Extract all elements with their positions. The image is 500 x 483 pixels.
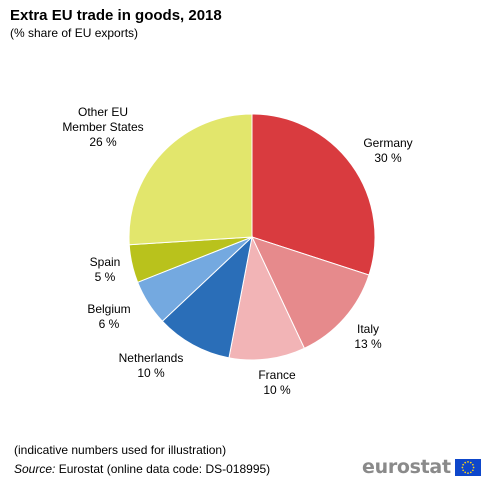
eu-flag-star-icon <box>466 460 469 463</box>
eu-flag-star-icon <box>464 471 466 473</box>
slice-value-label: 5 % <box>95 270 116 284</box>
slice-label-germany: Germany 30 % <box>363 136 412 165</box>
eu-flag-star-icon <box>471 463 474 466</box>
slice-name-label: Other EU <box>78 105 128 119</box>
pie-slice-germany <box>251 113 376 276</box>
slice-value-label: 13 % <box>354 337 382 351</box>
pie-slices <box>128 113 376 361</box>
slice-value-label: 10 % <box>137 366 165 380</box>
slice-label-spain: Spain 5 % <box>90 255 121 284</box>
eu-flag-star-icon <box>466 471 469 474</box>
source-text: Eurostat (online data code: DS-018995) <box>55 462 271 476</box>
slice-label-netherlands: Netherlands 10 % <box>119 351 184 380</box>
pie-labels: Germany 30 %Italy 13 %France 10 %Netherland… <box>62 105 412 397</box>
slice-value-label: 30 % <box>374 151 402 165</box>
eu-flag-star-icon <box>462 468 464 471</box>
slice-name-label: Spain <box>90 255 121 269</box>
eu-flag-star-icon <box>469 471 472 473</box>
eu-flag-star-icon <box>471 468 474 471</box>
slice-label-other-eu-member-states: Other EU Member States 26 % <box>62 105 143 149</box>
slice-value-label: 6 % <box>99 317 120 331</box>
slice-name-label: France <box>258 368 296 382</box>
eu-flag-star-icon <box>462 463 464 466</box>
slice-name-label: Germany <box>363 136 412 150</box>
eu-flag-star-icon <box>472 466 475 468</box>
slice-name-label: Netherlands <box>119 351 184 365</box>
slice-value-label: 26 % <box>89 135 117 149</box>
eurostat-logo: eurostat <box>362 454 481 480</box>
pie-slice-other-eu-member-states <box>128 113 253 246</box>
pie-slice-italy <box>251 236 370 349</box>
pie-slice-netherlands <box>161 235 253 359</box>
eu-flag-star-icon <box>461 466 463 468</box>
illustration-note: (indicative numbers used for illustratio… <box>14 443 227 457</box>
slice-label-belgium: Belgium 6 % <box>87 302 130 331</box>
source-key: Source: <box>14 462 56 476</box>
source-line: Source: Eurostat (online data code: DS-0… <box>14 462 270 476</box>
chart-subtitle: (% share of EU exports) <box>10 26 139 40</box>
eu-flag-background <box>454 458 481 476</box>
slice-value-label: 10 % <box>263 383 291 397</box>
eu-flag-star-icon <box>469 461 472 463</box>
eurostat-logo-text: eurostat <box>362 456 451 478</box>
chart-title: Extra EU trade in goods, 2018 <box>10 7 222 24</box>
pie-chart: Germany 30 %Italy 13 %France 10 %Netherland… <box>62 105 412 397</box>
slice-label-italy: Italy 13 % <box>354 322 382 351</box>
slice-label-france: France 10 % <box>258 368 296 397</box>
slice-name-label: Italy <box>357 322 379 336</box>
slice-name-label: Belgium <box>87 302 130 316</box>
eu-flag-star-icon <box>464 461 466 463</box>
pie-slice-france <box>228 235 306 361</box>
eu-flag-icon <box>454 458 481 476</box>
slice-name-label: Member States <box>62 120 143 134</box>
